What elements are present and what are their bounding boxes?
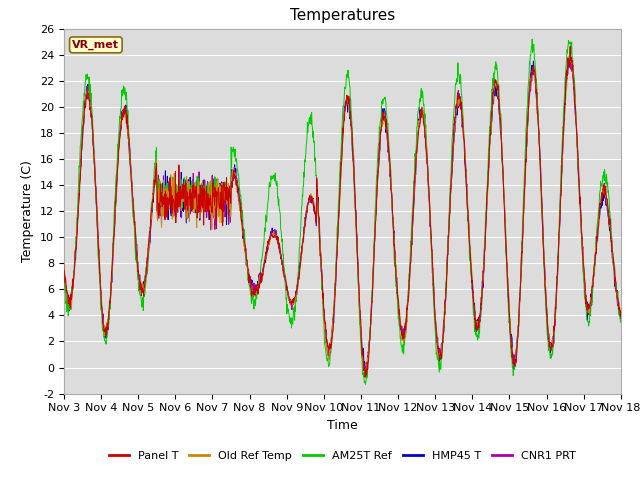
Text: VR_met: VR_met: [72, 40, 119, 50]
Legend: Panel T, Old Ref Temp, AM25T Ref, HMP45 T, CNR1 PRT: Panel T, Old Ref Temp, AM25T Ref, HMP45 …: [104, 446, 580, 466]
X-axis label: Time: Time: [327, 419, 358, 432]
Y-axis label: Temperature (C): Temperature (C): [22, 160, 35, 262]
Title: Temperatures: Temperatures: [290, 9, 395, 24]
